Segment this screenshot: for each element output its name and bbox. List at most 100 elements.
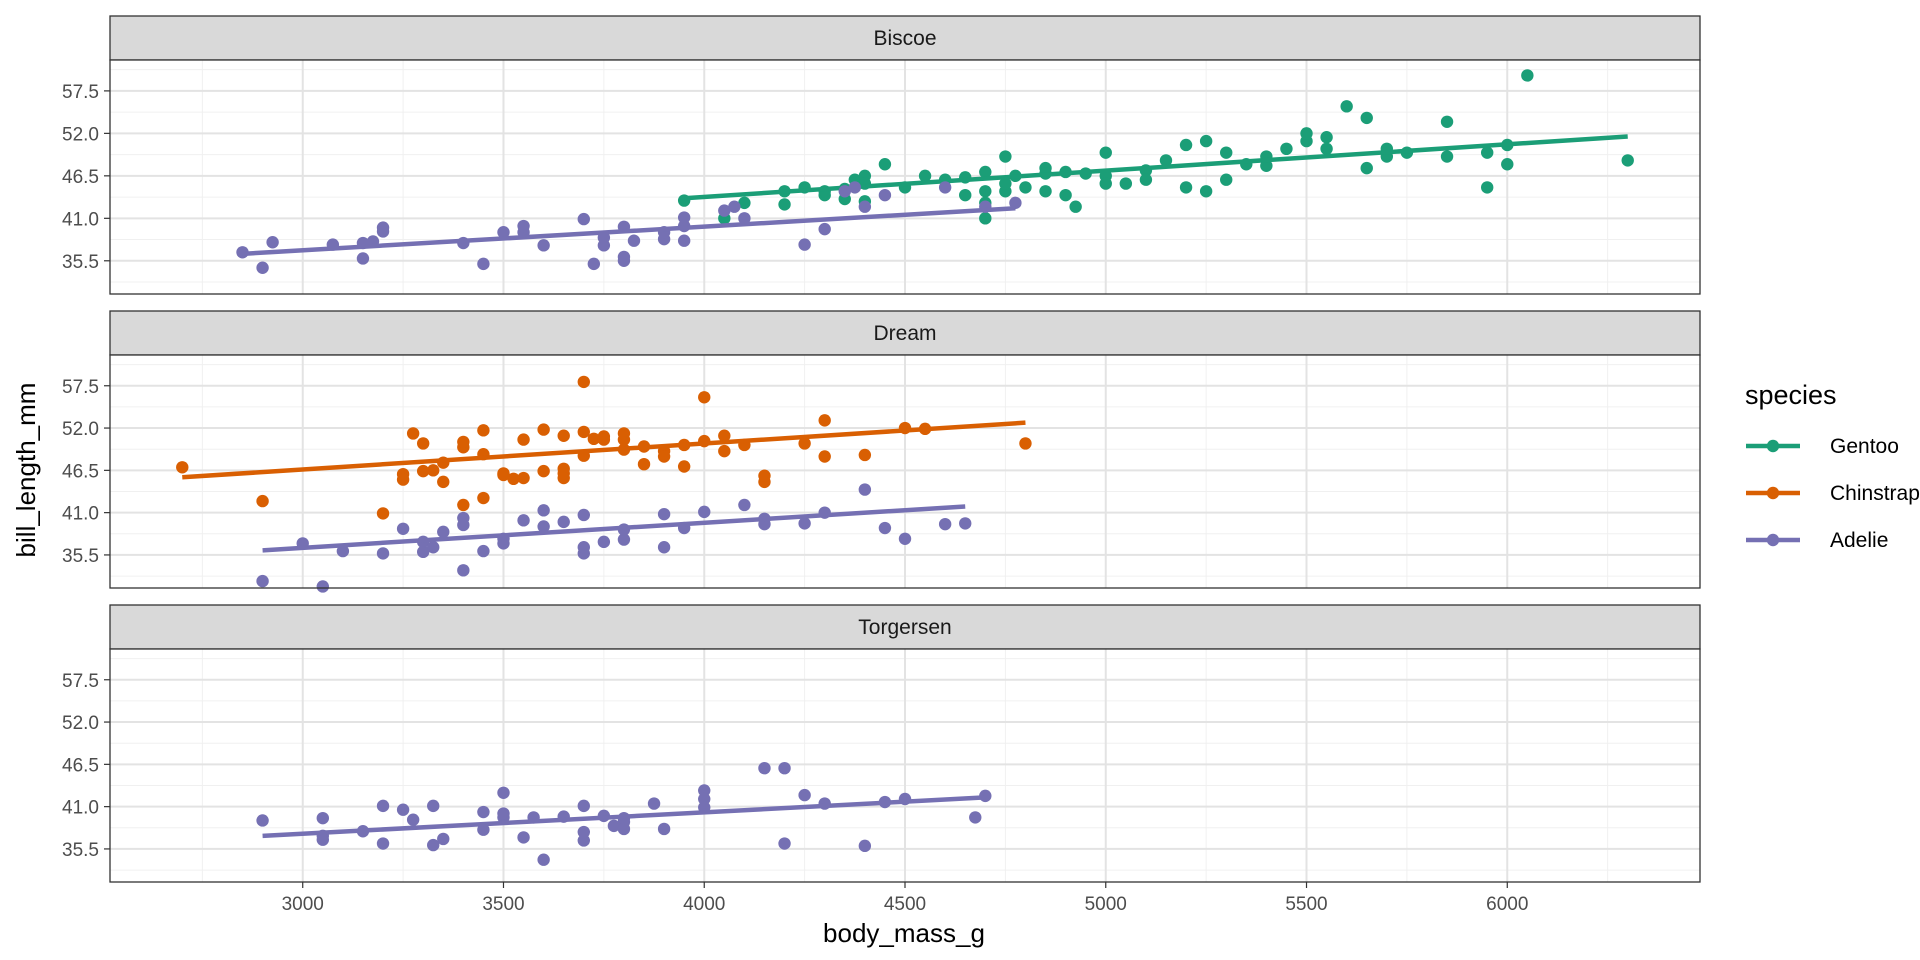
data-point xyxy=(457,435,470,449)
panel-border xyxy=(109,59,1701,295)
facet-strip-label: Torgersen xyxy=(858,616,951,639)
data-point xyxy=(959,188,972,202)
data-point xyxy=(758,469,771,482)
y-tick-label: 52.0 xyxy=(62,713,99,734)
data-point xyxy=(979,165,992,179)
legend-point-key xyxy=(1766,486,1780,500)
data-point xyxy=(427,838,440,852)
data-point xyxy=(537,423,550,436)
data-point xyxy=(1220,146,1233,159)
facet-strip xyxy=(109,15,1701,61)
y-tick-label: 35.5 xyxy=(62,840,99,861)
data-point xyxy=(637,457,651,471)
data-point xyxy=(999,150,1012,163)
data-point xyxy=(798,517,811,530)
data-point xyxy=(738,498,751,512)
legend-label: Adelie xyxy=(1830,529,1888,552)
data-point xyxy=(577,508,590,522)
gridlines xyxy=(110,60,1700,294)
legend-item-gentoo: Gentoo xyxy=(1746,435,1899,458)
regression-line xyxy=(262,504,966,553)
y-tick-label: 52.0 xyxy=(62,419,99,440)
data-point xyxy=(477,805,490,819)
data-point xyxy=(607,819,621,833)
y-tick-label: 57.5 xyxy=(62,671,99,692)
data-point xyxy=(376,221,390,234)
facet-strip-label: Dream xyxy=(873,322,936,345)
data-point xyxy=(256,814,269,827)
data-point xyxy=(537,504,550,517)
data-point xyxy=(406,427,420,440)
series-chinstrap xyxy=(176,375,1032,520)
data-point xyxy=(1179,181,1193,194)
x-tick-label: 4000 xyxy=(683,894,725,915)
data-point xyxy=(537,464,550,478)
data-point xyxy=(437,832,450,846)
data-point xyxy=(517,514,530,527)
data-point xyxy=(577,825,590,839)
y-tick-label: 46.5 xyxy=(62,461,99,482)
data-point xyxy=(477,257,490,271)
data-point xyxy=(878,188,892,202)
data-point xyxy=(427,464,440,477)
panel-border xyxy=(109,354,1701,589)
facet-panels: Biscoe 35.5 41.0 46.5 52.0 57.5 Dream 35.5 41.0 4… xyxy=(62,15,1701,883)
data-point xyxy=(1300,127,1313,140)
series-adelie xyxy=(256,483,972,593)
data-point xyxy=(969,811,982,824)
data-point xyxy=(517,433,530,446)
y-tick-label: 46.5 xyxy=(62,755,99,776)
data-point xyxy=(818,414,831,427)
series-adelie xyxy=(236,181,1022,274)
data-point xyxy=(778,837,791,850)
x-tick-label: 4500 xyxy=(884,894,926,915)
data-point xyxy=(457,511,470,525)
data-point xyxy=(557,462,570,476)
data-point xyxy=(376,837,390,850)
facet-panel-dream: Dream 35.5 41.0 46.5 52.0 57.5 xyxy=(62,310,1701,593)
data-point xyxy=(1159,154,1173,167)
facet-strip xyxy=(109,310,1701,356)
data-point xyxy=(738,196,751,210)
legend-point-key xyxy=(1766,439,1780,453)
legend-label: Gentoo xyxy=(1830,435,1899,458)
data-point xyxy=(406,813,420,826)
data-point xyxy=(979,185,992,198)
data-point xyxy=(1199,134,1213,148)
data-point xyxy=(597,433,611,446)
data-point xyxy=(718,204,731,217)
data-point xyxy=(1099,177,1112,190)
y-axis: 35.5 41.0 46.5 52.0 57.5 xyxy=(62,377,110,567)
x-tick-label: 6000 xyxy=(1486,894,1528,915)
data-point xyxy=(376,547,390,560)
data-point xyxy=(517,471,530,485)
data-point xyxy=(1320,131,1333,144)
data-point xyxy=(1139,173,1153,186)
data-point xyxy=(798,788,811,802)
data-point xyxy=(457,564,470,577)
data-point xyxy=(858,448,872,462)
series-gentoo xyxy=(677,69,1634,225)
data-point xyxy=(698,391,711,404)
data-point xyxy=(1220,173,1233,186)
x-axis: 3000 3500 4000 4500 5000 5500 6000 xyxy=(282,882,1528,915)
data-point xyxy=(396,803,410,816)
data-point xyxy=(537,853,550,866)
data-point xyxy=(587,257,601,271)
data-point xyxy=(878,521,892,535)
data-point xyxy=(537,239,550,252)
data-point xyxy=(457,498,470,512)
data-point xyxy=(1059,188,1072,202)
data-point xyxy=(497,226,510,239)
data-point xyxy=(557,429,570,442)
data-point xyxy=(1099,146,1112,159)
regression-line xyxy=(242,206,1016,257)
data-point xyxy=(959,517,972,530)
data-point xyxy=(336,544,350,558)
data-point xyxy=(1019,437,1032,450)
data-point xyxy=(587,432,601,446)
data-point xyxy=(1340,100,1353,113)
data-point xyxy=(818,222,831,236)
data-point xyxy=(477,544,490,558)
y-tick-label: 35.5 xyxy=(62,546,99,567)
